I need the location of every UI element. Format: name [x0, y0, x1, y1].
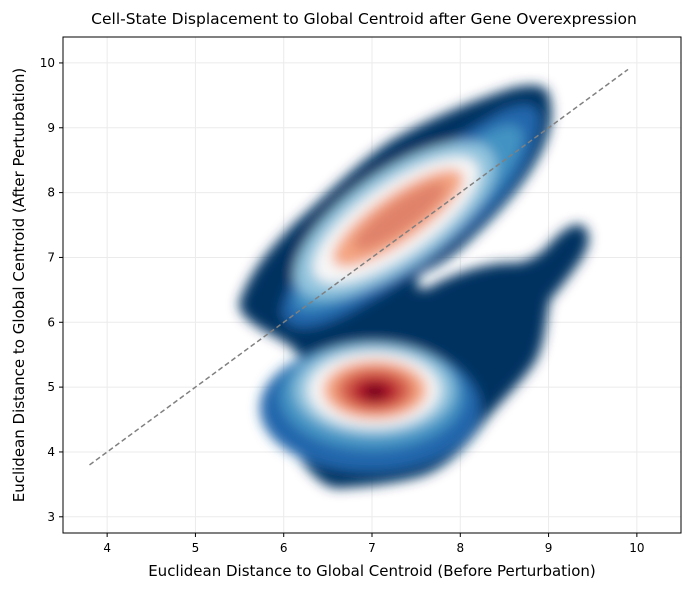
- x-axis: 4 5 6 7 8 9 10: [103, 533, 644, 555]
- reference-line: [89, 68, 629, 466]
- y-tick-label: 10: [40, 56, 55, 70]
- density-level-7: [353, 181, 447, 251]
- x-tick-label: 8: [456, 541, 464, 555]
- x-tick-label: 9: [545, 541, 553, 555]
- y-tick-label: 8: [47, 186, 55, 200]
- y-tick-label: 9: [47, 121, 55, 135]
- y-tick-label: 5: [47, 380, 55, 394]
- x-tick-label: 4: [103, 541, 111, 555]
- x-tick-label: 5: [192, 541, 200, 555]
- x-tick-label: 10: [629, 541, 644, 555]
- y-tick-label: 3: [47, 510, 55, 524]
- y-tick-label: 7: [47, 250, 55, 264]
- y-tick-label: 6: [47, 315, 55, 329]
- x-axis-title: Euclidean Distance to Global Centroid (B…: [148, 562, 596, 580]
- density-surface: [239, 85, 589, 489]
- y-axis: 3 4 5 6 7 8 9 10: [40, 56, 63, 524]
- y-tick-label: 4: [47, 445, 55, 459]
- x-tick-label: 7: [368, 541, 376, 555]
- chart-title: Cell-State Displacement to Global Centro…: [91, 10, 637, 28]
- y-axis-title: Euclidean Distance to Global Centroid (A…: [10, 68, 28, 503]
- x-tick-label: 6: [280, 541, 288, 555]
- density-level-peak-lower: [364, 385, 386, 399]
